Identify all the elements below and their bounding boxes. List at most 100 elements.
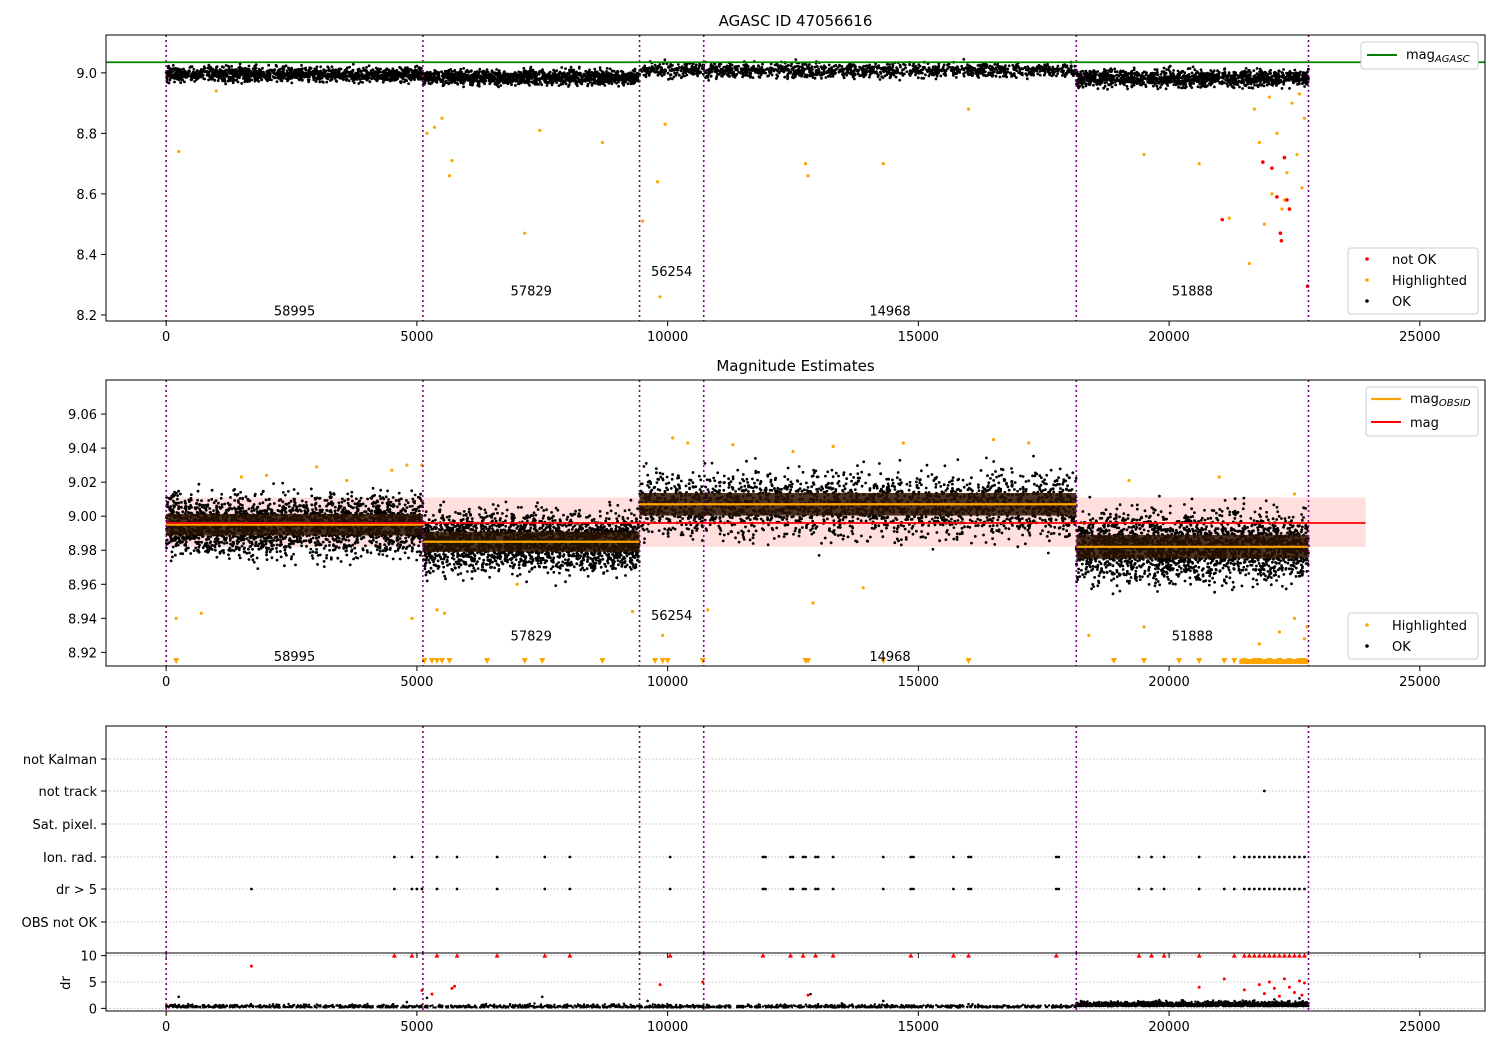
ok-point (198, 70, 202, 74)
ok-point (1036, 65, 1040, 69)
ok-point (670, 77, 674, 81)
ok-point (350, 77, 354, 80)
ok-point (1096, 87, 1100, 90)
ok-point (455, 81, 459, 85)
ok-point (1020, 71, 1024, 75)
ok-point (878, 66, 882, 70)
ok-point (704, 76, 707, 79)
ok-point (514, 84, 517, 87)
ok-point (612, 69, 616, 73)
ok-point (573, 78, 576, 82)
ok-point (1108, 83, 1112, 87)
ok-point (786, 77, 789, 81)
ok-point (575, 73, 579, 77)
ok-point (300, 79, 304, 82)
ok-point (739, 67, 743, 71)
ok-point (992, 67, 996, 71)
ok-point (628, 79, 632, 83)
ok-point (168, 78, 172, 82)
ok-point (987, 66, 990, 69)
ok-point (257, 80, 261, 83)
ok-point (211, 67, 215, 71)
ok-point (951, 74, 955, 77)
ok-point (217, 77, 221, 80)
ok-point (492, 77, 496, 81)
ok-point (230, 70, 234, 74)
ok-point (991, 71, 994, 75)
ok-point (847, 63, 851, 67)
ok-point (810, 65, 814, 69)
ok-point (1032, 73, 1035, 77)
ok-point (290, 81, 294, 85)
ok-point (1188, 67, 1192, 70)
ok-point (362, 74, 366, 78)
ok-point (878, 78, 882, 81)
ok-point (868, 63, 871, 67)
ok-point (1051, 65, 1055, 69)
ok-point (754, 67, 758, 71)
ok-point (304, 73, 308, 77)
ok-point (365, 66, 368, 69)
ok-point (458, 70, 462, 74)
ok-point (1191, 65, 1195, 69)
ok-point (920, 71, 924, 75)
ok-point (1277, 69, 1281, 73)
ok-point (551, 77, 555, 81)
ok-point (260, 78, 264, 81)
ok-point (1159, 73, 1163, 76)
ok-point (216, 79, 220, 83)
ok-point (526, 76, 530, 80)
ok-point (782, 70, 786, 73)
ok-point (894, 75, 898, 79)
ok-point (502, 78, 505, 82)
ok-point (478, 67, 482, 71)
ok-point (211, 73, 214, 76)
ok-point (318, 80, 322, 84)
ok-point (198, 72, 201, 76)
ok-point (483, 82, 486, 86)
ok-point (377, 67, 380, 71)
ok-point (244, 72, 248, 76)
ok-point (995, 68, 999, 72)
ok-point (948, 65, 951, 69)
ok-point (1106, 87, 1109, 91)
ok-point (280, 79, 284, 83)
ok-point (326, 77, 330, 81)
ok-point (779, 67, 782, 70)
ok-point (365, 76, 368, 80)
ok-point (555, 69, 559, 72)
ok-point (268, 76, 272, 79)
ok-point (427, 79, 430, 83)
ok-point (851, 75, 855, 79)
ok-point (586, 77, 590, 81)
ok-point (439, 80, 443, 83)
ok-point (406, 67, 410, 71)
ok-point (946, 67, 949, 71)
ok-point (507, 73, 511, 77)
ok-point (1056, 72, 1060, 75)
ok-point (277, 74, 281, 77)
ok-point (283, 64, 287, 68)
ok-point (842, 76, 846, 80)
ok-point (554, 78, 557, 81)
ok-point (629, 81, 633, 85)
ok-point (1253, 74, 1257, 78)
ok-point (487, 77, 491, 81)
ok-point (1080, 75, 1084, 79)
ok-point (1092, 83, 1095, 87)
ok-point (273, 68, 277, 71)
ok-point (1273, 82, 1277, 85)
ok-point (776, 74, 780, 78)
ok-point (325, 80, 329, 84)
ok-point (1280, 71, 1284, 74)
ok-point (664, 69, 668, 72)
ok-point (461, 78, 465, 82)
ok-point (1077, 86, 1080, 90)
ok-point (241, 77, 245, 80)
ok-point (355, 78, 359, 81)
ok-point (351, 62, 355, 66)
ok-point (820, 76, 823, 80)
ok-point (476, 75, 480, 79)
ok-point (586, 82, 590, 86)
ok-point (522, 66, 526, 70)
